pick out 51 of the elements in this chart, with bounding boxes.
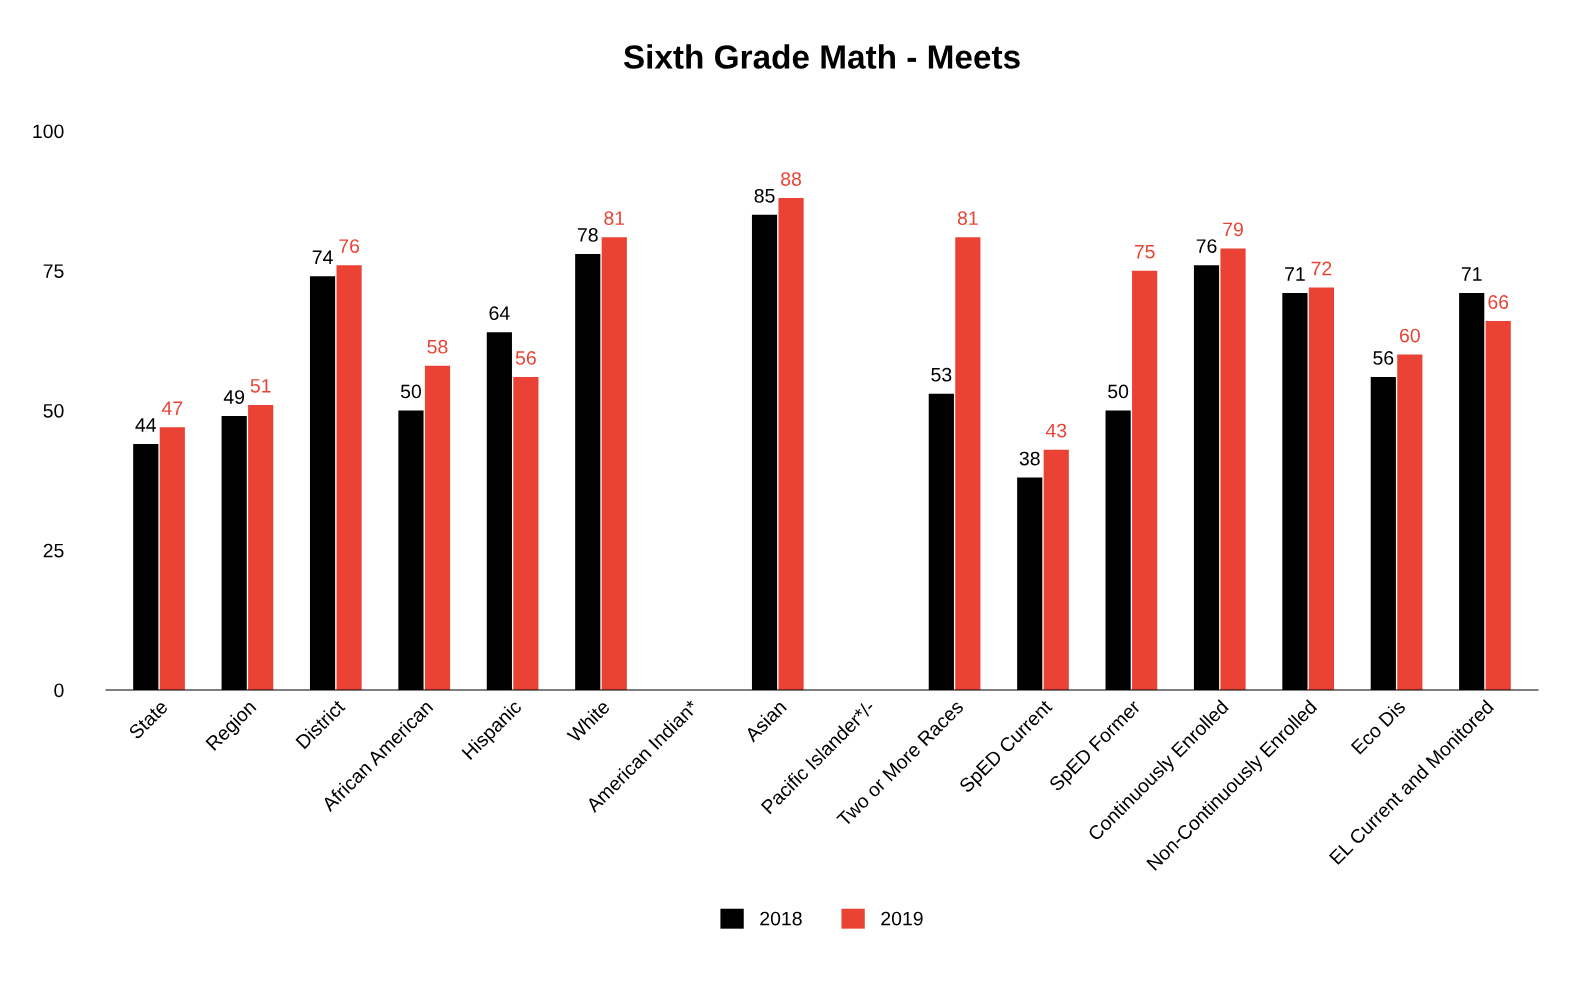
- y-tick-label: 50: [43, 403, 64, 418]
- data-label: 81: [604, 211, 625, 226]
- bar: [1397, 354, 1423, 690]
- data-label: 72: [1311, 261, 1332, 276]
- bar: [1308, 287, 1335, 690]
- bar: [424, 365, 451, 690]
- data-label: 56: [1373, 351, 1394, 365]
- bar: [778, 198, 804, 690]
- bar: [248, 404, 274, 690]
- data-label: 78: [577, 228, 598, 242]
- data-label: 64: [489, 306, 510, 321]
- data-label: 85: [754, 188, 775, 203]
- x-tick-label: Eco Dis: [1350, 698, 1407, 755]
- data-label: 76: [1196, 239, 1217, 253]
- data-label: 51: [250, 379, 271, 393]
- legend-label: 2019: [881, 911, 923, 926]
- bar: [1043, 449, 1069, 690]
- data-label: 58: [427, 339, 448, 354]
- data-label: 81: [957, 211, 978, 226]
- data-label: 66: [1488, 295, 1509, 309]
- data-label: 49: [223, 390, 245, 404]
- data-label: 50: [1108, 384, 1129, 399]
- chart-title: Sixth Grade Math - Meets: [623, 44, 1020, 69]
- legend-label: 2018: [760, 911, 802, 926]
- y-tick-label: 75: [43, 264, 64, 278]
- bar: [601, 237, 627, 690]
- data-label: 43: [1045, 423, 1067, 438]
- data-label: 53: [931, 367, 952, 382]
- data-label: 75: [1134, 245, 1155, 259]
- data-label: 44: [135, 418, 157, 432]
- data-label: 71: [1461, 267, 1482, 281]
- data-label: 79: [1223, 222, 1243, 237]
- y-tick-label: 100: [33, 124, 64, 139]
- data-label: 88: [781, 172, 802, 186]
- bar: [336, 265, 362, 690]
- y-tick-label: 25: [43, 543, 64, 558]
- bar: [1485, 321, 1511, 690]
- data-label: 50: [400, 384, 422, 399]
- bar: [159, 427, 185, 690]
- bar: [513, 376, 539, 690]
- data-label: 38: [1019, 451, 1040, 466]
- bar: [1220, 248, 1246, 690]
- data-label: 56: [515, 351, 536, 365]
- y-tick-label: 0: [54, 683, 64, 698]
- bar: [955, 237, 981, 690]
- data-label: 74: [312, 250, 333, 264]
- data-label: 76: [339, 239, 360, 253]
- data-label: 47: [161, 401, 183, 415]
- bar: [1132, 270, 1158, 690]
- data-label: 60: [1400, 328, 1420, 343]
- data-label: 71: [1285, 267, 1305, 281]
